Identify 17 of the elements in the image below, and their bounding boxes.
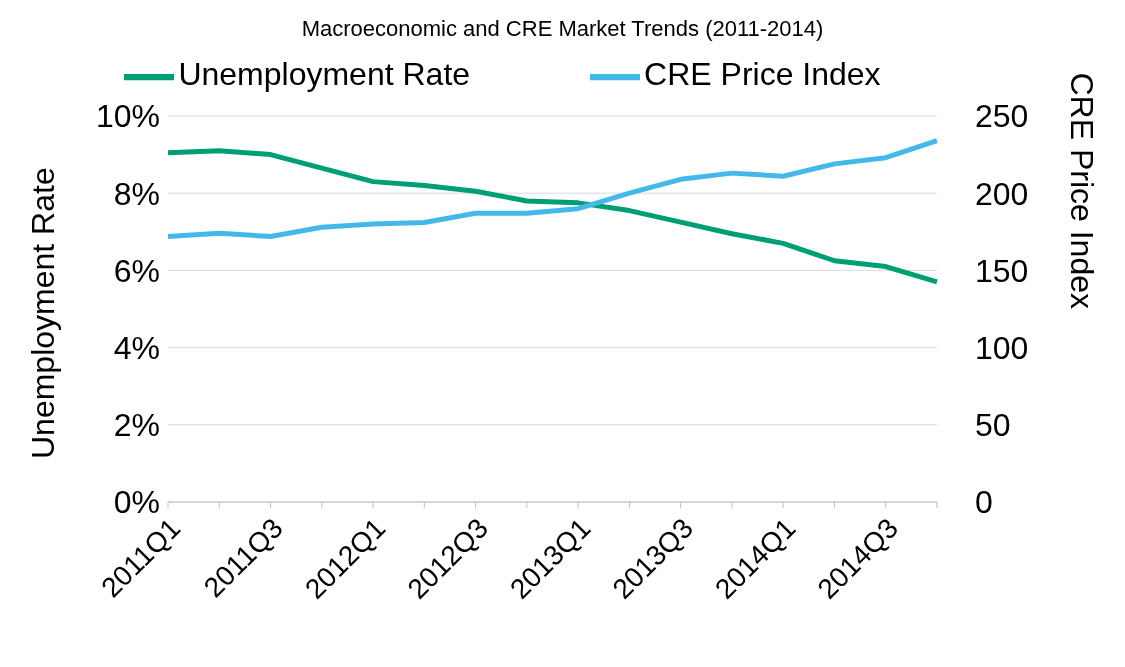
legend-label: CRE Price Index (644, 56, 881, 93)
y2-tick-label: 250 (975, 98, 1029, 135)
y-tick-label: 10% (95, 98, 160, 135)
y-tick-label: 6% (113, 252, 160, 289)
y2-tick-label: 100 (975, 329, 1029, 366)
y2-tick-label: 0 (975, 484, 993, 521)
chart-title: Macroeconomic and CRE Market Trends (2011-2014) (300, 15, 825, 42)
y2-tick-label: 200 (975, 175, 1029, 212)
y-tick-label: 2% (113, 407, 160, 444)
y-tick-label: 0% (113, 484, 160, 521)
legend-label: Unemployment Rate (178, 56, 471, 93)
y-tick-label: 8% (113, 175, 160, 212)
y2-axis-title: CRE Price Index (1063, 72, 1100, 309)
y2-tick-label: 150 (975, 252, 1029, 289)
y2-tick-label: 50 (975, 407, 1011, 444)
y-tick-label: 4% (113, 329, 160, 366)
y-axis-title: Unemployment Rate (25, 167, 62, 459)
